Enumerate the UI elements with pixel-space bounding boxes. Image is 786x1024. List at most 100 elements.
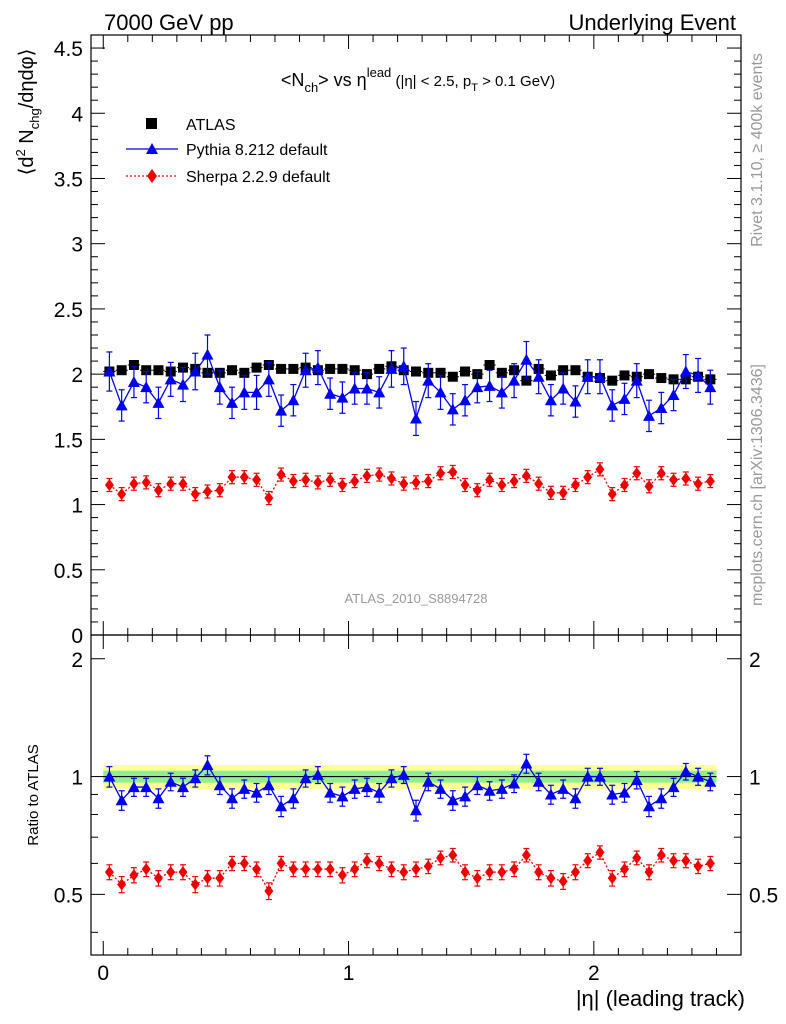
sherpa-point	[607, 488, 617, 501]
ratio-sherpa-point	[485, 866, 495, 879]
pythia-point	[667, 389, 680, 400]
ratio-sherpa-point	[337, 869, 347, 882]
atlas-point	[521, 375, 532, 386]
ratio-pythia-point	[373, 786, 386, 798]
sherpa-point	[521, 469, 531, 482]
sherpa-point	[386, 472, 396, 485]
pythia-point	[606, 399, 619, 411]
sherpa-point	[436, 467, 446, 480]
ratio-pythia-point	[618, 786, 631, 798]
ratio-sherpa-point	[104, 866, 114, 879]
atlas-point	[337, 363, 348, 374]
atlas-point	[435, 367, 446, 378]
sherpa-point	[619, 479, 629, 491]
atlas-point	[141, 365, 152, 376]
ratio-sherpa-point	[117, 878, 127, 891]
ratio-pythia-point	[508, 777, 521, 789]
ratio-sherpa-point	[632, 851, 642, 864]
pythia-point	[655, 402, 668, 414]
atlas-point	[607, 375, 618, 386]
ratio-pythia-point	[520, 757, 533, 769]
pythia-point	[348, 382, 361, 394]
atlas-point	[447, 371, 458, 382]
ratio-sherpa-point	[521, 849, 531, 862]
ratio-panel: 0 1 2 0.5 0.5 1 1 2 2 Ratio to ATLAS	[25, 634, 778, 985]
ratio-sherpa-point	[178, 866, 188, 879]
ratio-pythia-point	[679, 765, 692, 777]
pythia-point	[569, 395, 582, 407]
atlas-point	[545, 370, 556, 381]
ratio-pythia-point	[569, 792, 582, 804]
pythia-point	[397, 360, 410, 372]
ratio-sherpa-point	[203, 872, 213, 885]
atlas-point	[558, 365, 569, 376]
ratio-sherpa-point	[166, 866, 176, 879]
pythia-point	[140, 381, 153, 393]
ratio-sherpa-point	[276, 857, 286, 870]
ratio-pythia-point	[311, 768, 324, 780]
pythia-point	[189, 365, 202, 377]
pythia-point	[692, 369, 705, 381]
sherpa-point	[681, 472, 691, 485]
ratio-ytick-label: 0.5	[54, 884, 83, 907]
sherpa-point	[693, 477, 703, 490]
sherpa-point	[509, 475, 519, 488]
pythia-point	[324, 387, 337, 399]
ratio-pythia-point	[250, 786, 263, 798]
atlas-point	[227, 365, 238, 376]
atlas-point	[276, 363, 287, 374]
ratio-sherpa-point	[705, 857, 715, 870]
sherpa-point	[399, 477, 409, 490]
pythia-point	[127, 375, 140, 387]
ratio-sherpa-point	[693, 860, 703, 873]
pythia-point	[581, 370, 594, 382]
pythia-point	[459, 394, 472, 406]
main-ylabel: ⟨d2 Nchg/dηdφ⟩	[13, 49, 42, 176]
pythia-point	[336, 391, 349, 403]
sherpa-point	[497, 479, 507, 491]
sherpa-point	[472, 484, 482, 497]
pythia-point	[704, 381, 717, 393]
sherpa-point	[583, 471, 593, 484]
atlas-point	[153, 365, 164, 376]
legend-label-pythia: Pythia 8.212 default	[186, 142, 328, 159]
pythia-point	[508, 374, 521, 386]
pythia-point	[176, 378, 189, 390]
ratio-sherpa-point	[374, 857, 384, 870]
sherpa-point	[264, 492, 274, 505]
atlas-point	[239, 367, 250, 378]
ratio-pythia-point	[189, 772, 202, 784]
ratio-sherpa-point	[681, 854, 691, 867]
main-ytick-label: 2.5	[54, 299, 83, 322]
ratio-pythia-point	[299, 772, 312, 784]
ratio-sherpa-point	[411, 863, 421, 876]
ratio-frame	[90, 634, 742, 956]
ratio-pythia-point	[213, 779, 226, 791]
atlas-point	[484, 360, 495, 370]
ratio-sherpa-point	[497, 866, 507, 879]
sherpa-point	[669, 473, 679, 486]
ratio-sherpa-point	[509, 863, 519, 876]
ratio-pythia-point	[115, 794, 128, 806]
ratio-pythia-point	[127, 781, 140, 793]
sherpa-point	[460, 479, 470, 491]
sherpa-point	[362, 469, 372, 482]
pythia-point	[226, 396, 239, 408]
ratio-ytick-label-right: 0.5	[749, 884, 778, 907]
main-ytick-label: 4	[71, 103, 83, 126]
header-right: Underlying Event	[568, 10, 736, 35]
ratio-data-layer	[103, 753, 717, 901]
ratio-sherpa-point	[607, 872, 617, 885]
sherpa-point	[129, 477, 139, 490]
ratio-ytick-label-right: 2	[749, 649, 761, 672]
ratio-ylabel: Ratio to ATLAS	[25, 744, 42, 845]
ratio-pythia-point	[606, 788, 619, 800]
sherpa-point	[644, 480, 654, 493]
ratio-pythia-point	[422, 775, 435, 787]
sherpa-point	[215, 484, 225, 497]
ratio-pythia-point	[704, 775, 717, 787]
pythia-point	[410, 412, 422, 424]
sherpa-point	[656, 467, 666, 480]
pythia-point	[495, 386, 508, 398]
ratio-sherpa-point	[350, 863, 360, 876]
